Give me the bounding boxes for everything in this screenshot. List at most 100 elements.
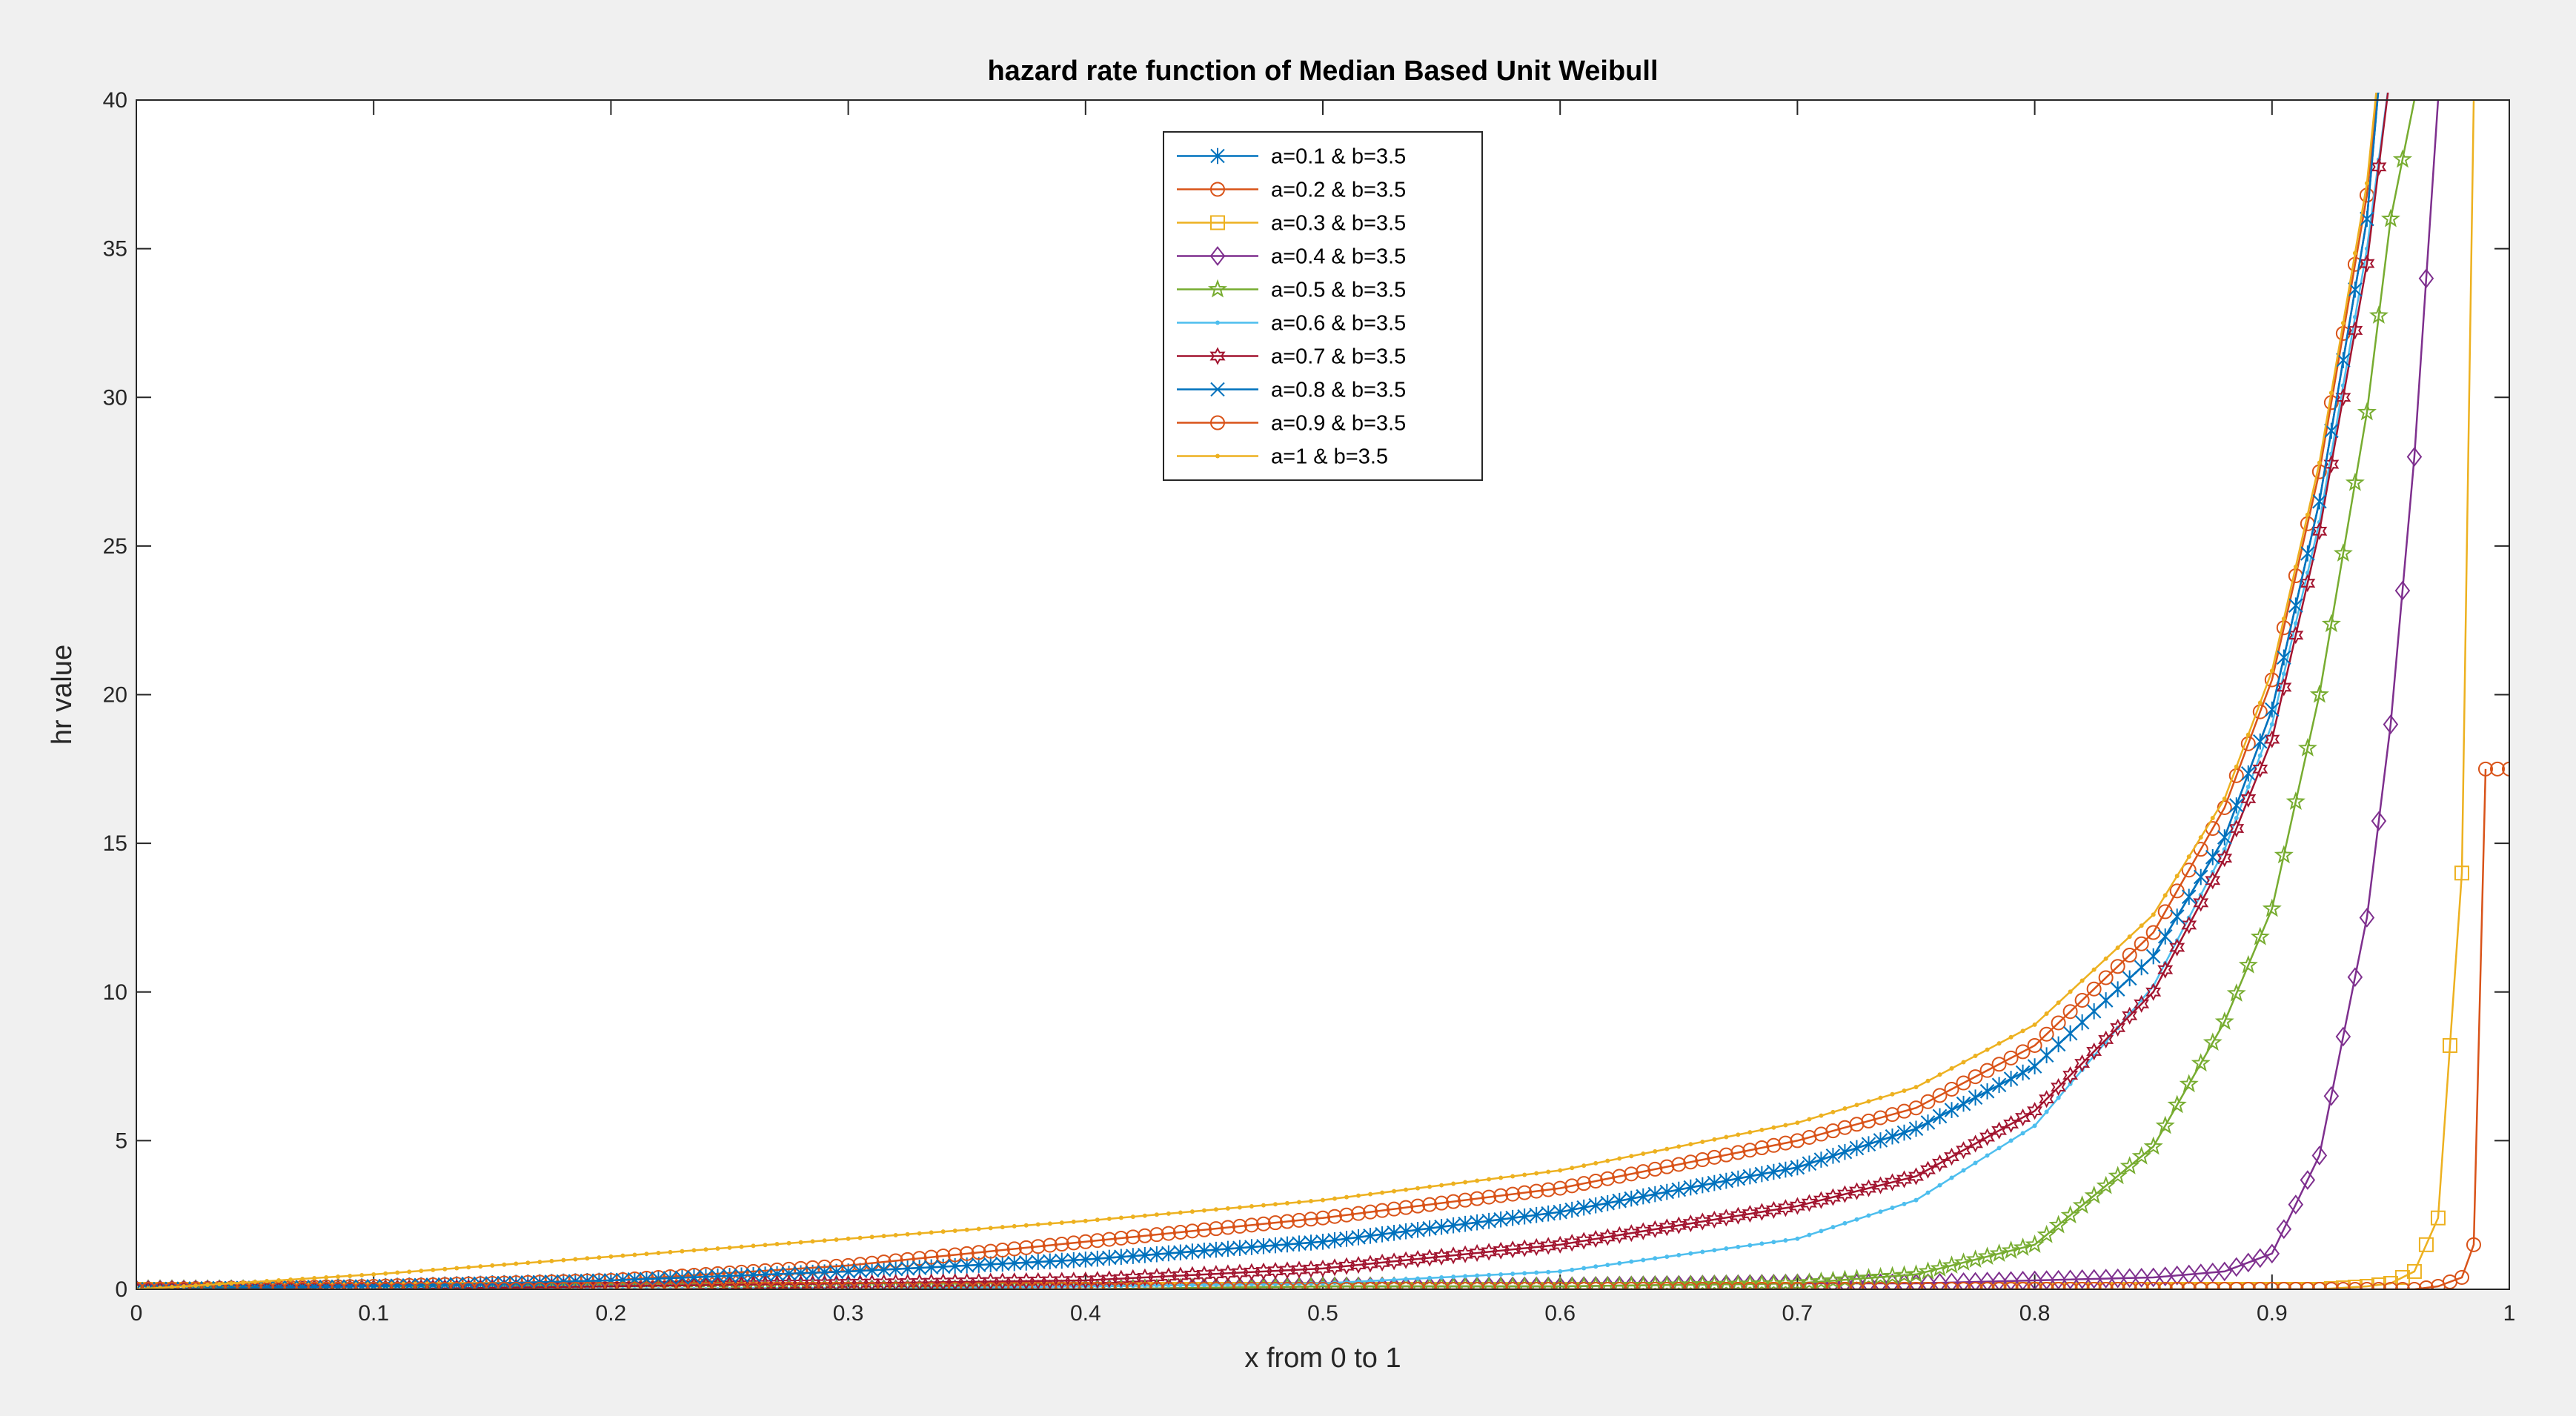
data-point bbox=[520, 1282, 536, 1289]
data-point bbox=[1487, 1177, 1492, 1182]
data-point bbox=[1593, 1264, 1599, 1269]
data-point bbox=[2240, 789, 2257, 808]
data-point bbox=[2502, 761, 2509, 777]
data-point bbox=[2134, 1268, 2149, 1288]
data-point bbox=[674, 1282, 690, 1289]
data-point bbox=[840, 1282, 856, 1289]
data-point bbox=[514, 1261, 519, 1266]
data-point bbox=[1498, 1272, 1504, 1277]
data-point bbox=[1047, 1221, 1052, 1226]
data-point bbox=[2240, 1252, 2257, 1273]
x-tick-label: 0.8 bbox=[2019, 1301, 2051, 1326]
data-point bbox=[1830, 1109, 1836, 1114]
data-point bbox=[2044, 1011, 2049, 1017]
data-point bbox=[1861, 1273, 1876, 1289]
data-point bbox=[2264, 1282, 2280, 1289]
data-point bbox=[1558, 1269, 1563, 1274]
data-point bbox=[1837, 1282, 1853, 1289]
data-point bbox=[1942, 1255, 1962, 1274]
legend-item: a=0.1 & b=3.5 bbox=[1177, 145, 1406, 169]
data-point bbox=[390, 1278, 405, 1289]
data-point bbox=[1659, 1184, 1674, 1200]
data-point bbox=[952, 1228, 957, 1233]
data-point bbox=[2051, 1077, 2067, 1097]
data-point bbox=[276, 1277, 282, 1283]
data-point bbox=[923, 1260, 939, 1275]
data-point bbox=[2262, 898, 2282, 917]
data-point bbox=[307, 1280, 322, 1289]
data-point bbox=[668, 1249, 673, 1254]
data-point bbox=[525, 1260, 531, 1266]
data-point bbox=[1754, 1282, 1770, 1289]
data-point bbox=[1944, 1103, 1959, 1117]
data-point bbox=[1671, 1157, 1687, 1172]
data-point bbox=[1849, 1282, 1865, 1289]
data-point bbox=[2036, 1224, 2057, 1243]
data-point bbox=[1991, 1282, 2007, 1289]
data-point bbox=[1790, 1160, 1805, 1175]
data-point bbox=[1470, 1191, 1485, 1206]
data-point bbox=[864, 1282, 880, 1289]
data-point bbox=[1647, 1186, 1662, 1202]
data-point bbox=[1802, 1282, 1817, 1289]
data-point bbox=[1968, 1069, 1983, 1085]
data-point bbox=[2406, 447, 2423, 467]
data-point bbox=[1695, 1152, 1710, 1168]
data-point bbox=[366, 1279, 381, 1289]
series-2 bbox=[136, 93, 2378, 1289]
data-point bbox=[1114, 1249, 1129, 1264]
data-point bbox=[2039, 1048, 2054, 1063]
data-point bbox=[608, 1254, 614, 1259]
data-point bbox=[686, 1270, 702, 1285]
data-point bbox=[1683, 1180, 1699, 1195]
data-point bbox=[603, 1282, 619, 1289]
data-point bbox=[774, 1242, 780, 1247]
data-point bbox=[2122, 947, 2137, 963]
data-point bbox=[585, 1256, 590, 1261]
data-point bbox=[1101, 1282, 1117, 1289]
data-point bbox=[544, 1274, 560, 1289]
data-point bbox=[2086, 1042, 2102, 1061]
data-point bbox=[1742, 1169, 1758, 1184]
data-point bbox=[537, 1260, 542, 1265]
data-point bbox=[1953, 1252, 1974, 1271]
data-point bbox=[1605, 1263, 1610, 1268]
data-point bbox=[1522, 1172, 1527, 1177]
data-point bbox=[2169, 1282, 2185, 1289]
data-point bbox=[2276, 1219, 2292, 1240]
data-point bbox=[1292, 1236, 1307, 1251]
data-point bbox=[781, 1266, 797, 1281]
data-point bbox=[390, 1282, 405, 1289]
data-point bbox=[1849, 1273, 1865, 1289]
data-point bbox=[1977, 1246, 1997, 1265]
data-point bbox=[1196, 1222, 1212, 1237]
data-point bbox=[2210, 816, 2215, 821]
data-point bbox=[1304, 1235, 1318, 1250]
data-point bbox=[1475, 1178, 1480, 1183]
y-tick-label: 15 bbox=[103, 831, 127, 856]
data-point bbox=[1368, 1191, 1373, 1197]
data-point bbox=[1138, 1248, 1152, 1263]
data-point bbox=[2015, 1044, 2031, 1060]
data-point bbox=[2205, 1262, 2221, 1283]
data-point bbox=[746, 1268, 761, 1283]
data-point bbox=[1778, 1282, 1793, 1289]
data-point bbox=[846, 1236, 851, 1241]
data-point bbox=[2134, 960, 2149, 975]
y-tick-label: 0 bbox=[115, 1277, 127, 1302]
data-point bbox=[2157, 1282, 2173, 1289]
data-point bbox=[2182, 889, 2197, 905]
data-point bbox=[1006, 1282, 1022, 1289]
data-point bbox=[1315, 1234, 1330, 1249]
data-point bbox=[1066, 1235, 1081, 1251]
data-point bbox=[983, 1243, 998, 1259]
data-point bbox=[1404, 1187, 1409, 1192]
data-point bbox=[2229, 798, 2244, 813]
data-point bbox=[2170, 909, 2185, 924]
data-point bbox=[876, 1282, 892, 1289]
data-point bbox=[1546, 1269, 1551, 1274]
y-tick-label: 20 bbox=[103, 683, 127, 708]
data-point bbox=[1636, 1164, 1651, 1180]
data-point bbox=[2027, 1037, 2042, 1053]
data-point bbox=[442, 1266, 448, 1272]
